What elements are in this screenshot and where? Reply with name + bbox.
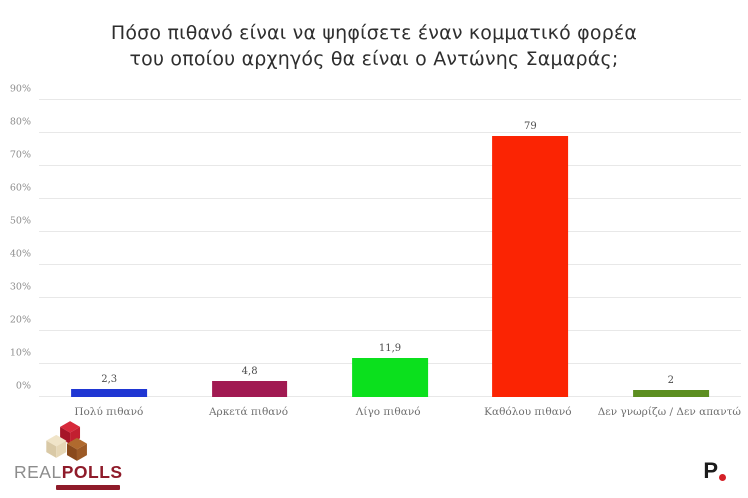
y-axis-tick-label: 60% — [9, 182, 31, 194]
p-logo-letter: P — [703, 458, 718, 483]
y-axis-tick-label: 20% — [9, 314, 31, 326]
x-axis-category-label: Καθόλου πιθανό — [484, 406, 572, 418]
gridline — [39, 132, 741, 134]
x-axis-category-label: Αρκετά πιθανό — [208, 406, 289, 418]
bar-slot: 11,9 — [320, 100, 460, 397]
y-axis-tick-label: 30% — [9, 281, 31, 293]
y-axis-tick-label: 0% — [15, 380, 31, 392]
gridline — [39, 165, 741, 166]
bar — [71, 389, 148, 397]
x-axis-category-label: Λίγο πιθανό — [355, 406, 421, 418]
bar-value-label: 2,3 — [101, 374, 118, 386]
bar — [352, 357, 428, 397]
y-axis-tick-label: 10% — [9, 347, 31, 359]
realpolls-tagline-strip — [56, 485, 120, 490]
realpolls-logo: REALPOLLS — [14, 418, 134, 490]
bar-slot: 4,8 — [179, 100, 319, 397]
y-axis-tick-label: 40% — [9, 248, 31, 260]
y-axis-tick-label: 80% — [9, 116, 31, 128]
chart-title: Πόσο πιθανό είναι να ψηφίσετε έναν κομμα… — [0, 20, 748, 72]
gridline — [39, 264, 741, 266]
realpolls-cubes-icon — [46, 421, 87, 461]
bars-container: 2,3 4,8 11,9 79 2 — [39, 100, 741, 397]
gridline — [39, 231, 741, 232]
x-axis-category-label: Δεν γνωρίζω / Δεν απαντώ — [597, 406, 741, 418]
bar — [492, 136, 569, 397]
p-logo: P — [703, 460, 726, 482]
bar — [632, 390, 709, 397]
gridline — [39, 198, 741, 199]
bar — [211, 381, 288, 397]
bar-chart: 0% 10% 20% 30% 40% 50% 60% 70% 80% 90% 2,3 4,8 11,9 7… — [10, 84, 741, 418]
realpolls-wordmark: REALPOLLS — [14, 462, 134, 483]
y-axis-tick-label: 50% — [9, 215, 31, 227]
x-axis-labels: Πολύ πιθανό Αρκετά πιθανό Λίγο πιθανό Καθόλ… — [39, 406, 741, 418]
realpolls-word-polls: POLLS — [61, 462, 123, 482]
bar-slot: 2 — [601, 100, 741, 397]
y-axis-tick-label: 70% — [9, 149, 31, 161]
gridline — [39, 297, 741, 298]
bar-slot: 2,3 — [39, 100, 179, 397]
plot-area: 0% 10% 20% 30% 40% 50% 60% 70% 80% 90% 2,3 4,8 11,9 7… — [10, 84, 741, 397]
bar-value-label: 11,9 — [378, 342, 402, 354]
chart-title-line2: του οποίου αρχηγός θα είναι ο Αντώνης Σα… — [129, 48, 619, 71]
p-logo-dot-icon — [719, 474, 726, 481]
x-axis-category-label: Πολύ πιθανό — [74, 406, 144, 418]
bar-value-label: 79 — [524, 121, 537, 133]
bar-value-label: 4,8 — [241, 366, 258, 378]
realpolls-word-real: REAL — [14, 462, 62, 482]
gridline — [39, 330, 741, 332]
bar-slot: 79 — [460, 100, 600, 397]
gridline — [39, 99, 741, 100]
y-axis-tick-label: 90% — [9, 83, 31, 95]
bar-value-label: 2 — [667, 375, 675, 387]
chart-title-line1: Πόσο πιθανό είναι να ψηφίσετε έναν κομμα… — [110, 22, 638, 44]
